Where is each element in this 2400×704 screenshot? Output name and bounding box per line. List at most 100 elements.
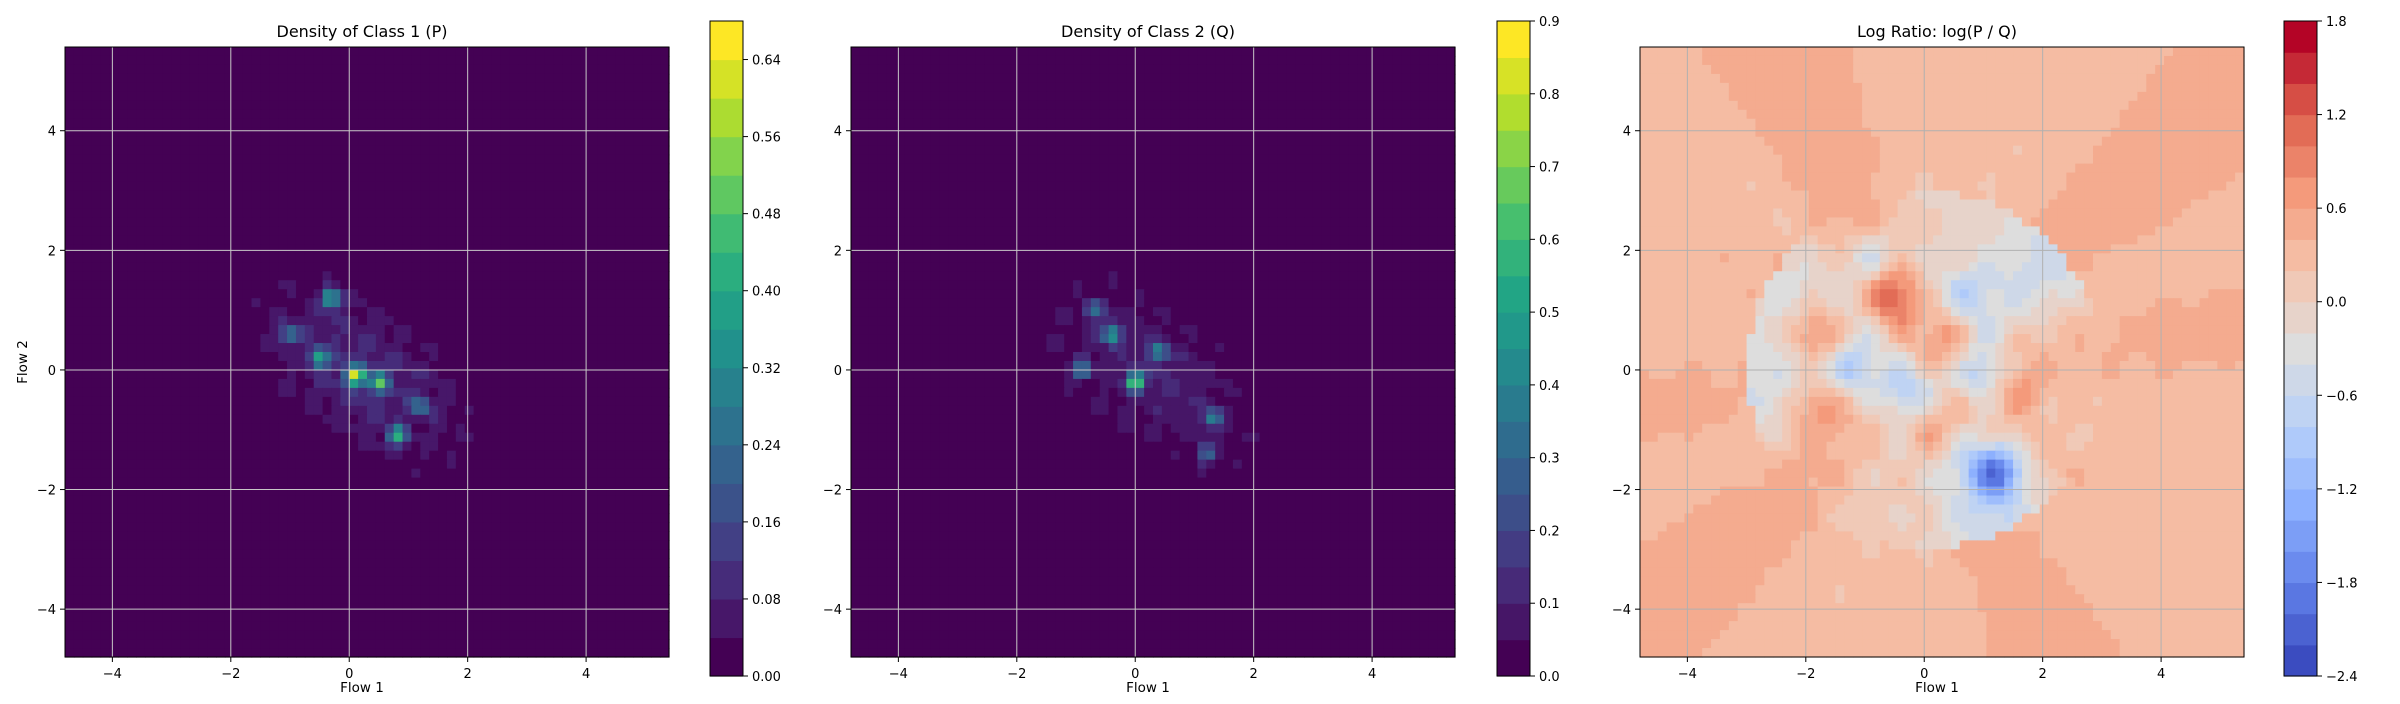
contour-cell	[385, 92, 394, 102]
contour-cell	[340, 415, 349, 425]
contour-cell	[287, 478, 296, 488]
contour-cell	[403, 253, 412, 263]
contour-cell	[456, 478, 465, 488]
contour-cell	[136, 576, 145, 586]
contour-cell	[331, 415, 340, 425]
contour-cell	[305, 424, 314, 434]
contour-cell	[411, 415, 420, 425]
contour-cell	[278, 56, 287, 66]
contour-cell	[500, 630, 509, 640]
contour-cell	[127, 173, 136, 183]
contour-cell	[527, 226, 536, 236]
contour-cell	[1242, 65, 1251, 75]
contour-cell	[349, 217, 358, 227]
contour-cell	[1055, 83, 1064, 93]
contour-cell	[74, 558, 83, 568]
contour-cell	[1135, 65, 1144, 75]
contour-cell	[438, 540, 447, 550]
contour-cell	[420, 325, 429, 335]
contour-cell	[101, 101, 110, 111]
contour-cell	[109, 513, 118, 523]
contour-cell	[385, 110, 394, 120]
contour-cell	[260, 397, 269, 407]
contour-cell	[554, 182, 563, 192]
contour-cell	[207, 217, 216, 227]
contour-cell	[198, 173, 207, 183]
contour-cell	[491, 388, 500, 398]
contour-cell	[474, 639, 483, 649]
contour-cell	[163, 594, 172, 604]
contour-cell	[225, 83, 234, 93]
contour-cell	[931, 74, 940, 84]
contour-cell	[633, 379, 642, 389]
contour-cell	[456, 235, 465, 245]
contour-cell	[589, 146, 598, 156]
contour-cell	[1197, 56, 1206, 66]
contour-cell	[482, 65, 491, 75]
contour-cell	[482, 56, 491, 66]
contour-cell	[633, 549, 642, 559]
contour-cell	[216, 496, 225, 506]
contour-cell	[323, 137, 332, 147]
contour-cell	[420, 343, 429, 353]
contour-cell	[92, 47, 101, 57]
contour-cell	[571, 289, 580, 299]
contour-cell	[198, 352, 207, 362]
contour-cell	[198, 83, 207, 93]
contour-cell	[616, 505, 625, 515]
contour-cell	[491, 208, 500, 218]
contour-cell	[252, 630, 261, 640]
contour-cell	[465, 648, 474, 658]
contour-cell	[367, 271, 376, 281]
contour-cell	[633, 478, 642, 488]
contour-cell	[598, 271, 607, 281]
contour-cell	[500, 298, 509, 308]
contour-cell	[607, 522, 616, 532]
contour-cell	[243, 244, 252, 254]
contour-cell	[278, 244, 287, 254]
contour-cell	[136, 271, 145, 281]
contour-cell	[349, 146, 358, 156]
contour-cell	[109, 200, 118, 210]
contour-cell	[234, 307, 243, 317]
contour-cell	[598, 460, 607, 470]
contour-cell	[465, 487, 474, 497]
contour-cell	[376, 603, 385, 613]
contour-cell	[74, 280, 83, 290]
contour-cell	[527, 173, 536, 183]
contour-cell	[633, 630, 642, 640]
contour-cell	[323, 343, 332, 353]
contour-cell	[65, 334, 74, 344]
contour-cell	[562, 325, 571, 335]
contour-cell	[331, 119, 340, 129]
contour-cell	[118, 65, 127, 75]
contour-cell	[651, 137, 660, 147]
contour-cell	[269, 406, 278, 416]
contour-cell	[74, 298, 83, 308]
contour-cell	[589, 271, 598, 281]
contour-cell	[376, 92, 385, 102]
contour-cell	[1011, 56, 1020, 66]
contour-cell	[189, 415, 198, 425]
contour-cell	[74, 128, 83, 138]
contour-cell	[554, 522, 563, 532]
contour-cell	[554, 397, 563, 407]
contour-cell	[109, 65, 118, 75]
contour-cell	[340, 621, 349, 631]
contour-cell	[491, 469, 500, 479]
contour-cell	[536, 370, 545, 380]
contour-cell	[429, 74, 438, 84]
contour-cell	[127, 531, 136, 541]
contour-cell	[562, 208, 571, 218]
contour-cell	[207, 307, 216, 317]
contour-cell	[385, 47, 394, 57]
contour-cell	[127, 442, 136, 452]
contour-cell	[651, 271, 660, 281]
contour-cell	[198, 361, 207, 371]
contour-cell	[616, 451, 625, 461]
contour-cell	[74, 639, 83, 649]
contour-cell	[252, 110, 261, 120]
contour-cell	[118, 531, 127, 541]
contour-cell	[278, 612, 287, 622]
contour-cell	[660, 451, 669, 461]
